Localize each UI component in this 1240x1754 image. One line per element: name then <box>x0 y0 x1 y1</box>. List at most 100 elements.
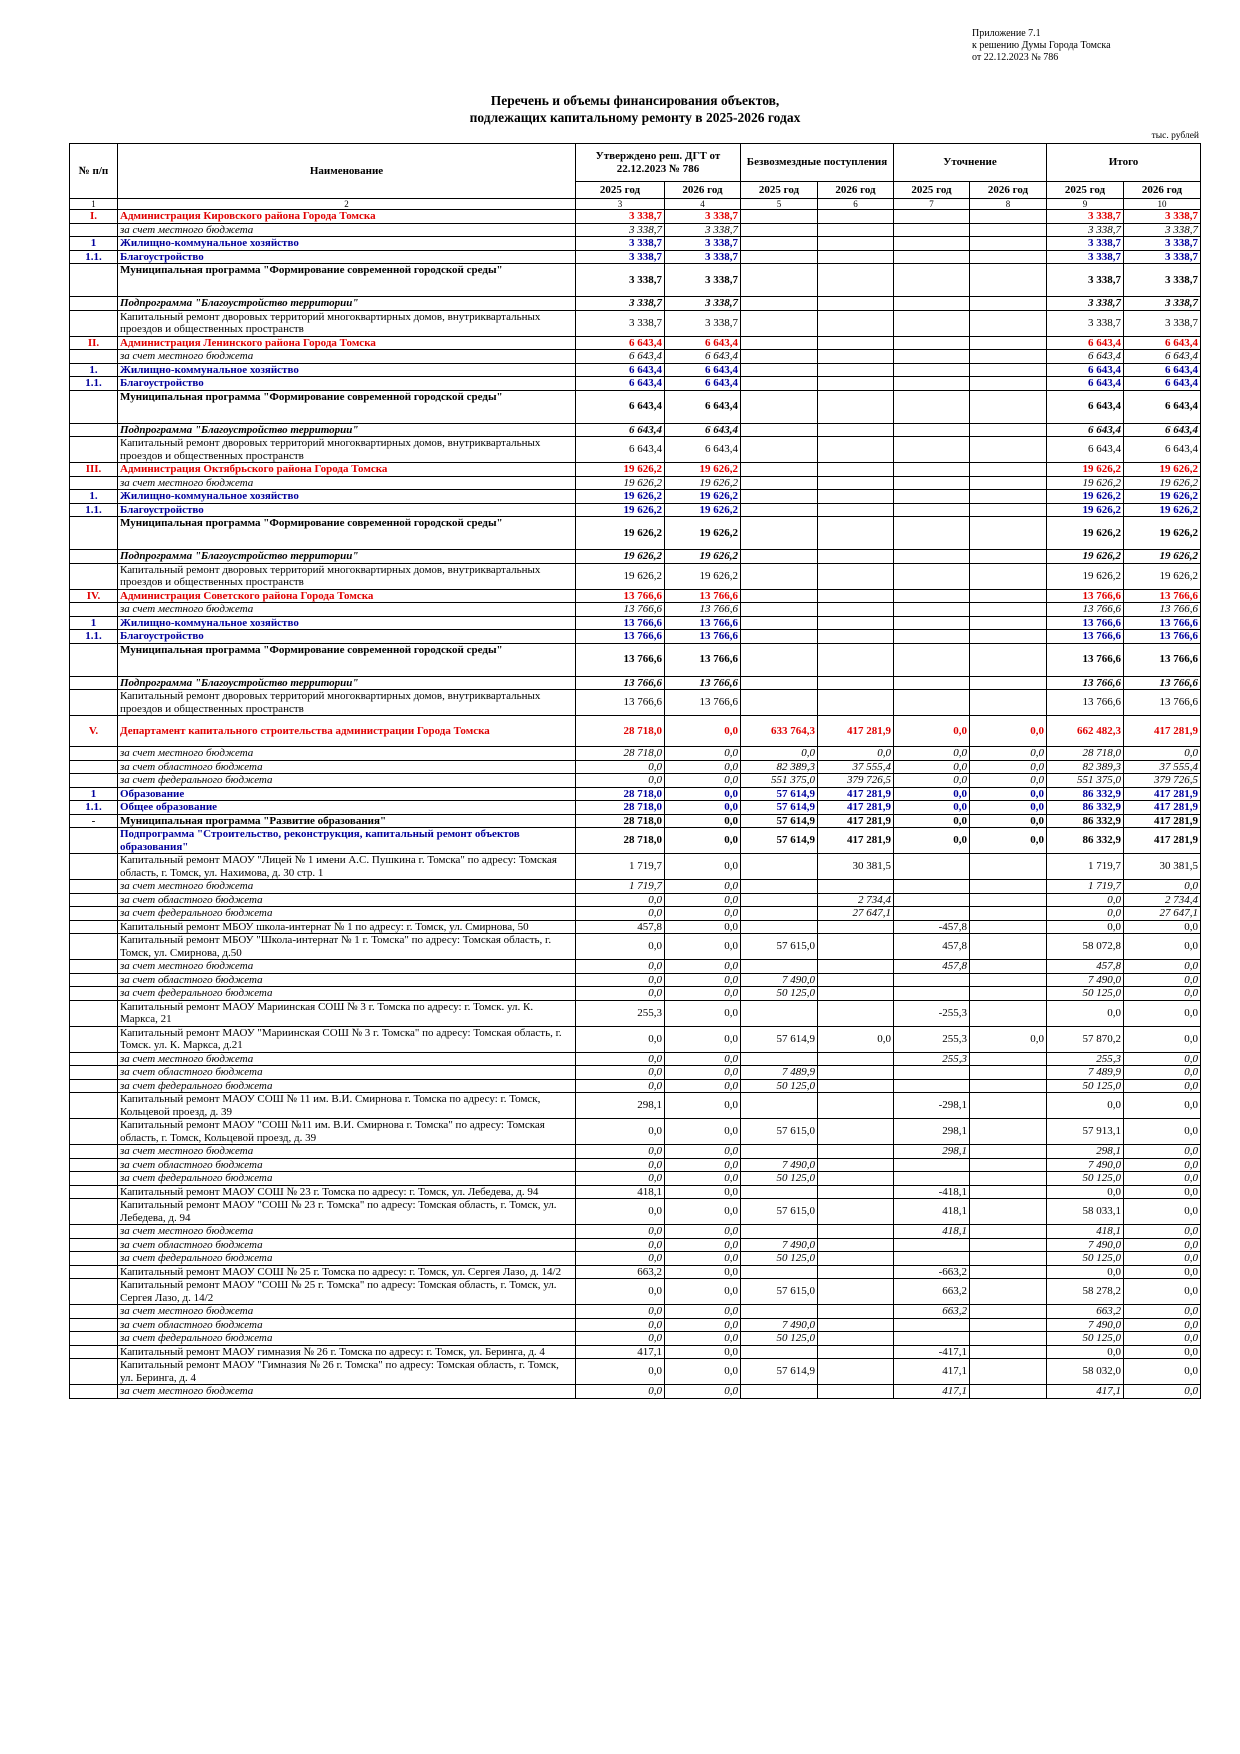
amount-cell <box>893 296 971 311</box>
amount-cell: 50 125,0 <box>740 1171 818 1186</box>
amount-cell <box>893 689 971 716</box>
amount-cell <box>893 462 971 477</box>
amount-cell: 0,0 <box>1123 1025 1202 1053</box>
amount-cell: 6 643,4 <box>1123 362 1202 377</box>
amount-cell <box>816 642 895 677</box>
amount-cell: 19 626,2 <box>575 502 665 517</box>
amount-cell <box>816 986 895 1001</box>
amount-cell: 0,0 <box>575 986 665 1001</box>
amount-cell <box>893 853 971 880</box>
header-cell: Итого <box>1046 143 1202 182</box>
amount-cell <box>740 1092 818 1119</box>
amount-cell: 7 490,0 <box>740 1157 818 1172</box>
amount-cell: 28 718,0 <box>575 715 665 747</box>
amount-cell: 551 375,0 <box>740 773 818 788</box>
amount-cell: 0,0 <box>664 972 741 987</box>
amount-cell <box>816 389 895 424</box>
amount-cell: 86 332,9 <box>1046 786 1125 801</box>
amount-cell: 0,0 <box>1123 879 1202 894</box>
amount-cell: 3 338,7 <box>1123 222 1202 237</box>
row-number <box>69 759 118 774</box>
amount-cell: 0,0 <box>969 759 1048 774</box>
amount-cell: 0,0 <box>969 1025 1048 1053</box>
amount-cell: 0,0 <box>575 773 665 788</box>
amount-cell <box>969 642 1048 677</box>
amount-cell: 0,0 <box>575 959 665 974</box>
amount-cell: 0,0 <box>575 1144 665 1159</box>
amount-cell: 6 643,4 <box>1046 349 1125 364</box>
amount-cell: 633 764,3 <box>740 715 818 747</box>
row-number <box>69 1025 118 1053</box>
amount-cell: 50 125,0 <box>740 1251 818 1266</box>
amount-cell: 58 032,0 <box>1046 1358 1125 1385</box>
amount-cell: 0,0 <box>1123 1051 1202 1066</box>
amount-cell: 19 626,2 <box>664 516 741 550</box>
amount-cell: 3 338,7 <box>1046 263 1125 297</box>
table-row: Капитальный ремонт МАОУ "СОШ №11 им. В.И… <box>69 1118 1202 1145</box>
row-number <box>69 1331 118 1346</box>
amount-cell <box>816 335 895 350</box>
table-row: Капитальный ремонт дворовых территорий м… <box>69 689 1202 716</box>
amount-cell <box>969 389 1048 424</box>
row-number: 1.1. <box>69 502 118 517</box>
amount-cell <box>740 642 818 677</box>
amount-cell <box>816 972 895 987</box>
amount-cell <box>893 1331 971 1346</box>
amount-cell: 417 281,9 <box>1123 813 1202 828</box>
row-number <box>69 675 118 690</box>
amount-cell <box>969 296 1048 311</box>
amount-cell: 13 766,6 <box>664 588 741 603</box>
amount-cell: 0,0 <box>893 800 971 815</box>
amount-cell <box>816 1304 895 1319</box>
amount-cell <box>969 1384 1048 1399</box>
amount-cell <box>969 1251 1048 1266</box>
table-row: 1.1. Общее образование 28 718,0 0,0 57 614,9… <box>69 800 1202 815</box>
amount-cell <box>740 959 818 974</box>
amount-cell: 13 766,6 <box>664 615 741 630</box>
amount-cell: 663,2 <box>575 1264 665 1279</box>
amount-cell: 6 643,4 <box>575 436 665 463</box>
amount-cell <box>740 296 818 311</box>
amount-cell: 0,0 <box>575 1078 665 1093</box>
amount-cell: 0,0 <box>969 800 1048 815</box>
amount-cell: 6 643,4 <box>664 422 741 437</box>
table-row: III. Администрация Октябрьского района Го… <box>69 462 1202 477</box>
year-header: 2025 год <box>740 181 818 199</box>
amount-cell <box>969 236 1048 251</box>
amount-cell: 6 643,4 <box>664 436 741 463</box>
amount-cell: 13 766,6 <box>664 629 741 644</box>
amount-cell: 0,0 <box>664 1304 741 1319</box>
amount-cell <box>816 879 895 894</box>
amount-cell <box>969 1317 1048 1332</box>
table-row: Подпрограмма "Благоустройство территории… <box>69 675 1202 690</box>
amount-cell: 3 338,7 <box>1046 309 1125 337</box>
amount-cell: 417 281,9 <box>816 800 895 815</box>
row-number <box>69 1092 118 1119</box>
amount-cell <box>816 1264 895 1279</box>
amount-cell: 417 281,9 <box>816 786 895 801</box>
row-number: 1. <box>69 362 118 377</box>
amount-cell: 28 718,0 <box>1046 746 1125 761</box>
amount-cell: 3 338,7 <box>575 296 665 311</box>
row-name: Жилищно-коммунальное хозяйство <box>117 236 576 251</box>
table-row: за счет местного бюджета 1 719,7 0,0 1 719,… <box>69 879 1202 894</box>
amount-cell <box>740 462 818 477</box>
row-number: 1.1. <box>69 376 118 391</box>
amount-cell <box>969 489 1048 504</box>
amount-cell: 379 726,5 <box>1123 773 1202 788</box>
amount-cell: 663,2 <box>893 1304 971 1319</box>
row-number <box>69 1224 118 1239</box>
amount-cell: 13 766,6 <box>1046 675 1125 690</box>
amount-cell: 50 125,0 <box>740 986 818 1001</box>
amount-cell: 3 338,7 <box>1046 296 1125 311</box>
amount-cell: 0,0 <box>575 1317 665 1332</box>
amount-cell <box>969 892 1048 907</box>
amount-cell: 417,1 <box>575 1344 665 1359</box>
row-number <box>69 1384 118 1399</box>
column-number: 10 <box>1123 198 1202 210</box>
note-line: Приложение 7.1 <box>972 28 1041 39</box>
table-row: за счет местного бюджета 0,0 0,0 417,1 417,1… <box>69 1384 1202 1399</box>
row-number <box>69 562 118 590</box>
amount-cell <box>893 362 971 377</box>
row-number: III. <box>69 462 118 477</box>
